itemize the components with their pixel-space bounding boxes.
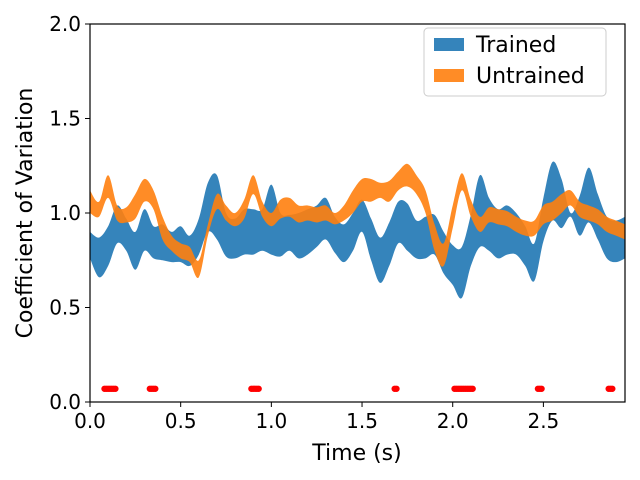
- y-tick-label: 2.0: [49, 12, 81, 36]
- legend-label-untrained: Untrained: [476, 64, 585, 89]
- significance-marker: [538, 385, 545, 392]
- y-tick-label: 0.0: [49, 390, 81, 414]
- legend-swatch-untrained: [434, 69, 464, 82]
- y-tick-label: 0.5: [49, 296, 81, 320]
- legend-swatch-trained: [434, 38, 464, 51]
- x-tick-label: 2.0: [437, 409, 469, 433]
- plot-area: [90, 161, 625, 392]
- legend-box: [423, 27, 607, 97]
- band-untrained: [90, 163, 625, 279]
- legend: Trained Untrained: [423, 27, 607, 97]
- significance-marker: [112, 385, 119, 392]
- y-axis-label: Coefficient of Variation: [13, 88, 38, 339]
- significance-marker: [152, 385, 159, 392]
- legend-label-trained: Trained: [475, 33, 556, 58]
- x-tick-label: 1.0: [255, 409, 287, 433]
- x-axis: 0.0 0.5 1.0 1.5 2.0 2.5: [74, 402, 559, 433]
- y-tick-label: 1.5: [49, 107, 81, 131]
- significance-marker: [255, 385, 262, 392]
- x-tick-label: 0.0: [74, 409, 106, 433]
- x-tick-label: 1.5: [346, 409, 378, 433]
- x-tick-label: 0.5: [165, 409, 197, 433]
- significance-marker: [469, 385, 476, 392]
- y-axis: 0.0 0.5 1.0 1.5 2.0: [49, 12, 90, 414]
- band-trained: [90, 161, 625, 299]
- x-tick-label: 2.5: [527, 409, 559, 433]
- y-tick-label: 1.0: [49, 201, 81, 225]
- x-axis-label: Time (s): [311, 441, 401, 466]
- significance-marker: [393, 385, 400, 392]
- significance-marker: [609, 385, 616, 392]
